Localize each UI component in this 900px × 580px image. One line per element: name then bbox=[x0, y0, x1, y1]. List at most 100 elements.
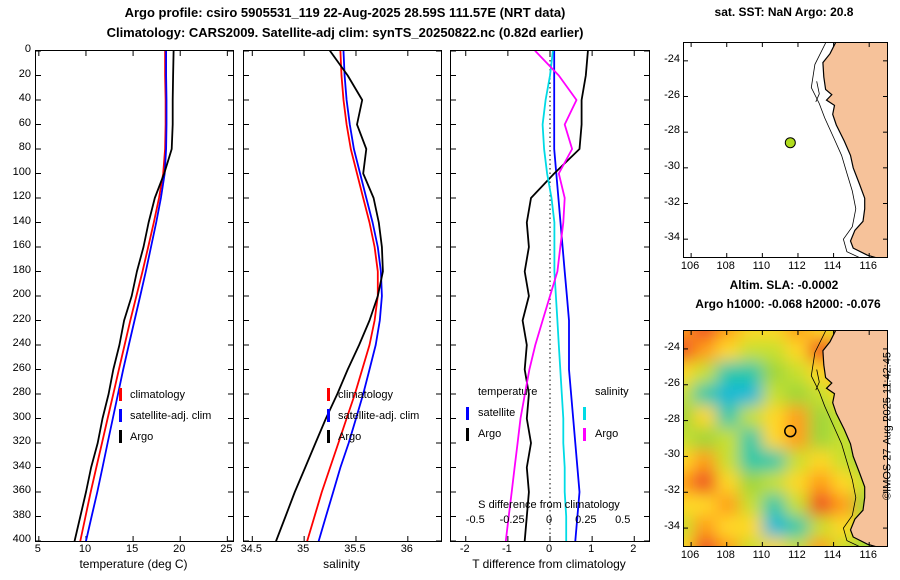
map-lon-tick-label: 116 bbox=[859, 260, 877, 272]
sla-cell bbox=[693, 427, 718, 451]
legend-marker bbox=[119, 409, 122, 422]
salinity-axis-label: salinity bbox=[323, 557, 360, 571]
map-lon-tick-label: 114 bbox=[823, 549, 842, 561]
salinity-tick-label: 36 bbox=[400, 543, 413, 555]
t-difference-axis-label: T difference from climatology bbox=[472, 557, 626, 571]
sla-cell bbox=[808, 493, 833, 517]
map-lon-tick-label: 110 bbox=[752, 260, 771, 272]
shelf-contour bbox=[810, 331, 860, 546]
sla-cell bbox=[716, 339, 741, 363]
temperature-axis-label: temperature (deg C) bbox=[79, 557, 188, 571]
shelf-contour bbox=[810, 43, 860, 257]
legend-label: climatology bbox=[130, 388, 186, 401]
sla-cell bbox=[716, 427, 741, 451]
depth-tick-label: 0 bbox=[24, 43, 31, 55]
map-sst-svg bbox=[684, 43, 887, 257]
series-climatology bbox=[306, 51, 379, 541]
map-lon-tick-label: 112 bbox=[788, 549, 806, 561]
difference-tick-label: 1 bbox=[588, 543, 595, 555]
legend-label: Argo bbox=[130, 430, 154, 443]
sla-cell bbox=[831, 449, 856, 473]
sla-cell bbox=[785, 331, 810, 341]
sla-cell bbox=[684, 383, 695, 407]
s-difference-tick-label: -0.5 bbox=[465, 514, 485, 526]
depth-tick-label: 320 bbox=[12, 435, 31, 447]
sla-title-line1: Altim. SLA: -0.0002 bbox=[729, 278, 839, 292]
land-coastline bbox=[822, 331, 887, 546]
legend-marker bbox=[583, 407, 586, 420]
sla-cell bbox=[785, 493, 810, 517]
sla-title-line2: Argo h1000: -0.068 h2000: -0.076 bbox=[695, 297, 881, 311]
sla-cell bbox=[739, 405, 764, 429]
map-lon-tick-label: 116 bbox=[859, 549, 877, 561]
series-argo bbox=[73, 51, 175, 541]
legend-marker bbox=[327, 409, 330, 422]
legend-label: satellite bbox=[478, 407, 516, 419]
series-t-argo bbox=[521, 51, 589, 541]
difference-plot bbox=[451, 51, 649, 541]
legend-item: Argo bbox=[119, 426, 211, 447]
map-lat-tick-label: -34 bbox=[664, 231, 680, 244]
sla-cell bbox=[831, 537, 856, 546]
sla-cell bbox=[808, 449, 833, 473]
sla-cell bbox=[716, 405, 741, 429]
map-lat-tick-label: -28 bbox=[664, 412, 680, 425]
sla-cell bbox=[693, 331, 718, 341]
series-climatology bbox=[79, 51, 167, 541]
sla-cell bbox=[739, 427, 764, 451]
series-satellite-adj-clim bbox=[317, 51, 383, 541]
sla-cell bbox=[785, 339, 810, 363]
legend-label: Argo bbox=[595, 428, 619, 440]
legend-marker bbox=[327, 430, 330, 443]
depth-tick-label: 240 bbox=[12, 337, 31, 349]
map-lat-tick-label: -28 bbox=[664, 124, 680, 137]
sla-cell bbox=[785, 449, 810, 473]
sla-cell bbox=[716, 493, 741, 517]
figure-title-line2: Climatology: CARS2009. Satellite-adj cli… bbox=[106, 25, 584, 40]
series-t-satellite bbox=[553, 51, 581, 541]
sla-cell bbox=[762, 471, 787, 495]
s-difference-tick-label: 0.5 bbox=[615, 514, 631, 526]
figure-title-line1: Argo profile: csiro 5905531_119 22-Aug-2… bbox=[124, 5, 566, 20]
sla-cell bbox=[808, 471, 833, 495]
sla-cell bbox=[716, 449, 741, 473]
sla-cell bbox=[762, 449, 787, 473]
sla-cell bbox=[808, 537, 833, 546]
salinity-tick-label: 35 bbox=[297, 543, 310, 555]
legend-marker bbox=[327, 388, 330, 401]
sla-cell bbox=[808, 515, 833, 539]
sla-cell bbox=[684, 427, 695, 451]
sla-cell bbox=[684, 515, 695, 539]
argo-location-marker bbox=[784, 137, 796, 149]
legend-header-salinity: salinity bbox=[595, 386, 629, 398]
depth-tick-label: 40 bbox=[18, 92, 31, 104]
sla-cell bbox=[693, 515, 718, 539]
temperature-tick-label: 10 bbox=[78, 543, 92, 555]
sla-cell bbox=[684, 449, 695, 473]
legend-label: climatology bbox=[338, 388, 394, 401]
legend-item: Argo bbox=[327, 426, 419, 447]
sla-cell bbox=[693, 471, 718, 495]
sla-cell bbox=[716, 383, 741, 407]
depth-tick-label: 340 bbox=[12, 459, 31, 472]
sla-cell bbox=[785, 405, 810, 429]
sla-cell bbox=[808, 427, 833, 451]
legend: climatology satellite-adj. clim Argo bbox=[327, 384, 419, 447]
series-s-argo bbox=[504, 51, 578, 541]
sla-cell bbox=[762, 405, 787, 429]
depth-tick-label: 400 bbox=[12, 533, 31, 545]
sla-cell bbox=[684, 493, 695, 517]
map-lat-tick-label: -30 bbox=[664, 448, 680, 461]
legend-label: satellite-adj. clim bbox=[338, 409, 420, 422]
legend-marker bbox=[466, 407, 469, 420]
sla-cell bbox=[716, 537, 741, 546]
legend-item: climatology bbox=[327, 384, 419, 405]
depth-tick-label: 280 bbox=[12, 386, 31, 398]
legend-marker bbox=[119, 430, 122, 443]
legend-item: satellite-adj. clim bbox=[119, 405, 211, 426]
sla-cell bbox=[808, 331, 833, 341]
sla-cell bbox=[716, 331, 741, 341]
sla-cell bbox=[693, 493, 718, 517]
sla-cell bbox=[831, 471, 856, 495]
